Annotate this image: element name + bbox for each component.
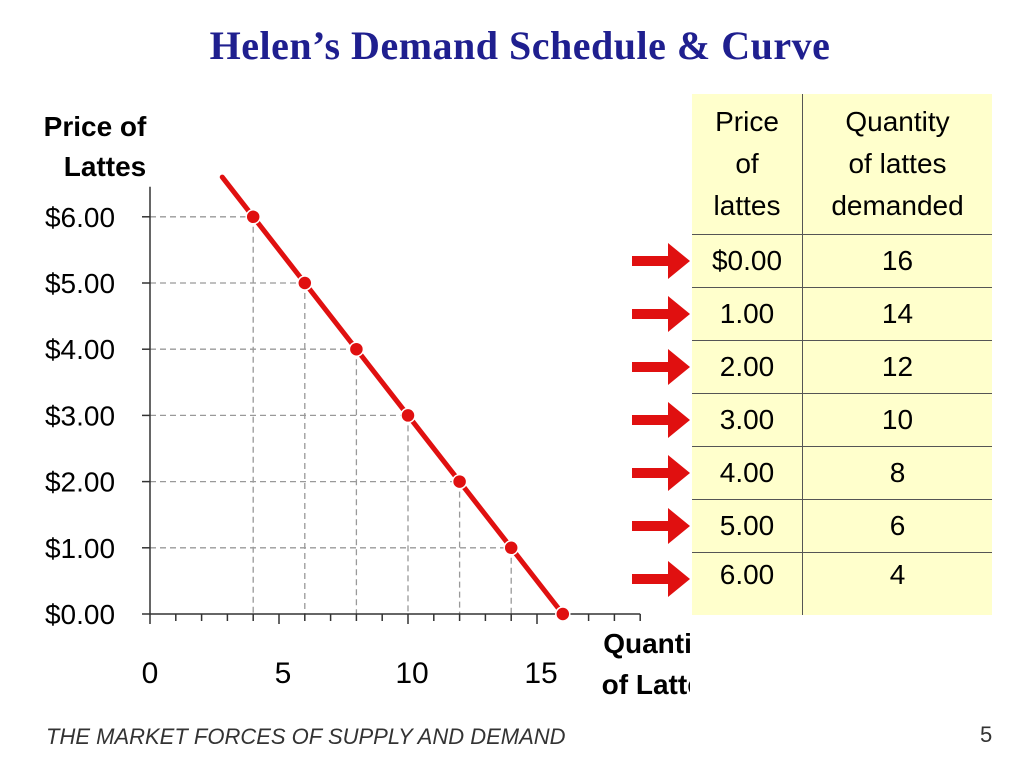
- arrow-shaft: [632, 468, 670, 478]
- price-cell: 5.00: [692, 499, 803, 553]
- y-tick-label: $3.00: [45, 400, 115, 431]
- qty-cell: 16: [802, 234, 992, 288]
- price-cell: 2.00: [692, 340, 803, 394]
- arrow-icon: [632, 349, 690, 385]
- arrow-head: [668, 296, 690, 332]
- table-row: $0.00 16: [692, 234, 992, 288]
- arrow-shaft: [632, 521, 670, 531]
- table-row: 4.00 8: [692, 446, 992, 500]
- x-tick-labels: 0 5 10 15: [142, 657, 558, 690]
- arrow-head: [668, 455, 690, 491]
- price-cell: 3.00: [692, 393, 803, 447]
- x-tick-label: 0: [142, 657, 159, 690]
- page-number: 5: [980, 722, 993, 747]
- arrow-head: [668, 561, 690, 597]
- table-row: 5.00 6: [692, 499, 992, 553]
- data-point: [555, 606, 571, 622]
- chart-axes: [142, 186, 641, 624]
- arrow-shaft: [632, 256, 670, 266]
- qty-cell: 14: [802, 287, 992, 341]
- y-tick-label: $1.00: [45, 533, 115, 564]
- table-header-row: Price of lattes Quantity of lattes deman…: [692, 94, 992, 235]
- arrow-head: [668, 508, 690, 544]
- x-axis-label-line2: of Lattes: [602, 669, 690, 700]
- arrow-icon: [632, 508, 690, 544]
- arrow-icon: [632, 561, 690, 597]
- slide-title: Helen’s Demand Schedule & Curve: [209, 23, 831, 68]
- arrow-shaft: [632, 415, 670, 425]
- arrow-head: [668, 243, 690, 279]
- arrow-head: [668, 349, 690, 385]
- header-price: Price of lattes: [692, 94, 803, 235]
- data-point: [297, 275, 313, 291]
- x-tick-label: 5: [275, 657, 292, 690]
- y-axis-label-line2: Lattes: [64, 151, 146, 182]
- y-tick-label: $6.00: [45, 202, 115, 233]
- demand-curve-line: [219, 174, 566, 617]
- arrow-shaft: [632, 309, 670, 319]
- y-tick-label: $0.00: [45, 599, 115, 630]
- y-tick-label: $5.00: [45, 268, 115, 299]
- table-row: 2.00 12: [692, 340, 992, 394]
- arrow-head: [668, 402, 690, 438]
- data-points: [245, 209, 571, 622]
- x-tick-label: 15: [524, 657, 557, 690]
- price-cell: $0.00: [692, 234, 803, 288]
- price-cell: 4.00: [692, 446, 803, 500]
- qty-cell: 6: [802, 499, 992, 553]
- slide-footer: THE MARKET FORCES OF SUPPLY AND DEMAND: [46, 724, 566, 749]
- data-point: [451, 473, 468, 490]
- table-row: 6.00 4: [692, 552, 992, 615]
- qty-cell: 4: [802, 552, 992, 615]
- x-tick-label: 10: [395, 657, 428, 690]
- y-tick-label: $2.00: [45, 467, 115, 498]
- x-axis-label-line1: Quantity: [603, 628, 690, 659]
- arrow-icon: [632, 402, 690, 438]
- row-arrows: [632, 243, 690, 597]
- qty-cell: 8: [802, 446, 992, 500]
- arrow-icon: [632, 243, 690, 279]
- arrow-shaft: [632, 362, 670, 372]
- y-axis-label-line1: Price of: [44, 111, 147, 142]
- data-point: [245, 209, 261, 225]
- dashed-guides: [150, 216, 512, 614]
- price-cell: 6.00: [692, 552, 803, 615]
- demand-curve: [219, 174, 566, 617]
- qty-cell: 10: [802, 393, 992, 447]
- table-row: 3.00 10: [692, 393, 992, 447]
- data-point: [503, 540, 519, 556]
- qty-cell: 12: [802, 340, 992, 394]
- table-row: 1.00 14: [692, 287, 992, 341]
- arrow-icon: [632, 296, 690, 332]
- arrow-shaft: [632, 574, 670, 584]
- header-quantity: Quantity of lattes demanded: [831, 106, 964, 221]
- demand-schedule-table: Price of lattes Quantity of lattes deman…: [692, 94, 992, 615]
- data-point: [348, 341, 365, 357]
- y-tick-labels: $0.00 $1.00 $2.00 $3.00 $4.00 $5.00 $6.00: [45, 202, 115, 630]
- demand-chart: $0.00 $1.00 $2.00 $3.00 $4.00 $5.00 $6.00 0 5 10…: [44, 111, 690, 700]
- arrow-icon: [632, 455, 690, 491]
- y-tick-label: $4.00: [45, 334, 115, 365]
- data-point: [400, 407, 416, 424]
- price-cell: 1.00: [692, 287, 803, 341]
